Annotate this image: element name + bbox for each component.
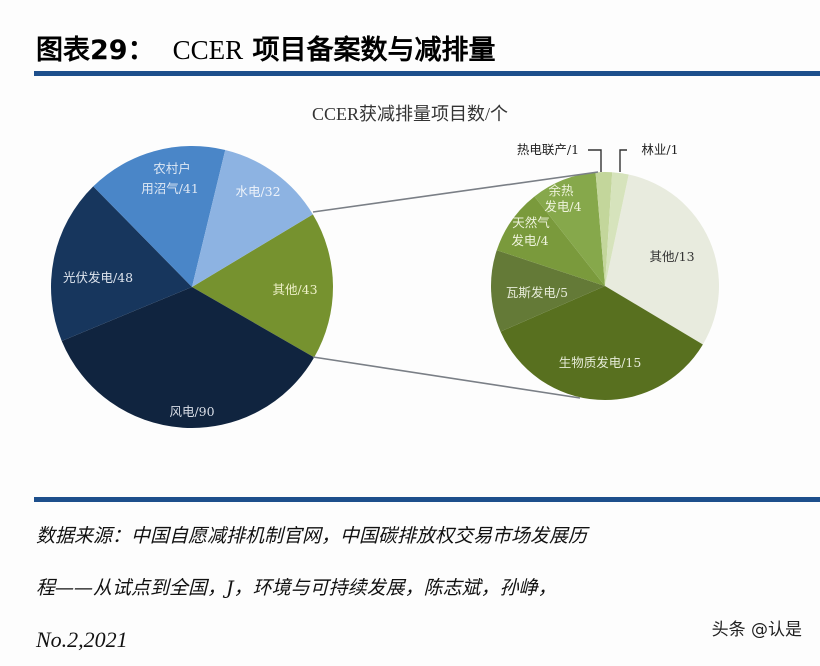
label-hydro: 水电/32 xyxy=(235,184,280,199)
leader-forestry xyxy=(619,149,627,172)
pie-slice xyxy=(500,286,703,401)
label-biomass: 生物质发电/15 xyxy=(559,355,642,370)
pie-slice xyxy=(490,250,605,332)
pie-slice xyxy=(50,186,192,341)
label-forestry: 林业/1 xyxy=(641,142,678,157)
source-line-3: No.2,2021 xyxy=(36,627,128,652)
label-solar: 光伏发电/48 xyxy=(63,270,133,285)
figure-title-cn: 项目备案数与减排量 xyxy=(252,35,496,66)
pie-slice xyxy=(605,174,719,345)
label-waste-heat-1: 余热 xyxy=(548,183,574,198)
figure-title-en: CCER xyxy=(172,35,244,65)
source-line-2: 程——从试点到全国，J，环境与可持续发展，陈志斌，孙峥， xyxy=(36,577,557,599)
label-wind: 风电/90 xyxy=(169,404,214,419)
label-other-breakdown: 其他/13 xyxy=(649,249,694,264)
label-gas: 瓦斯发电/5 xyxy=(506,285,568,300)
pie-slice xyxy=(192,149,313,287)
pie-slice xyxy=(595,172,613,286)
pie-slice xyxy=(605,172,629,286)
label-chp: 热电联产/1 xyxy=(517,142,579,157)
label-natgas-2: 发电/4 xyxy=(511,233,548,248)
label-waste-heat-2: 发电/4 xyxy=(544,199,581,214)
figure-title: 图表29： CCER 项目备案数与减排量 xyxy=(36,28,496,67)
pie-slice xyxy=(93,145,226,287)
pie-of-pie-chart: 农村户 用沼气/41 水电/32 光伏发电/48 其他/43 风电/90 热电联… xyxy=(50,142,719,429)
leader-chp xyxy=(588,149,602,172)
breakdown-pie xyxy=(490,172,719,401)
label-biogas-1: 农村户 xyxy=(153,161,191,176)
main-pie xyxy=(50,145,334,429)
label-other-main: 其他/43 xyxy=(272,282,317,297)
top-divider xyxy=(34,71,820,76)
pie-slice xyxy=(534,172,605,286)
pie-slice xyxy=(61,287,315,429)
label-biogas-2: 用沼气/41 xyxy=(141,181,199,196)
pie-slice xyxy=(496,196,605,286)
connector-lines xyxy=(312,149,627,399)
watermark: 头条 @认是 xyxy=(711,620,802,640)
figure-label: 图表29： xyxy=(36,35,155,66)
connector-top xyxy=(312,171,599,213)
bottom-divider xyxy=(34,497,820,502)
connector-bottom xyxy=(312,356,581,399)
label-natgas-1: 天然气 xyxy=(512,215,550,230)
pie-slice xyxy=(192,214,334,358)
source-note: 数据来源：中国自愿减排机制官网，中国碳排放权交易市场发展历 程——从试点到全国，… xyxy=(36,510,806,666)
source-line-1: 数据来源：中国自愿减排机制官网，中国碳排放权交易市场发展历 xyxy=(36,525,588,547)
chart-title: CCER获减排量项目数/个 xyxy=(311,104,508,124)
